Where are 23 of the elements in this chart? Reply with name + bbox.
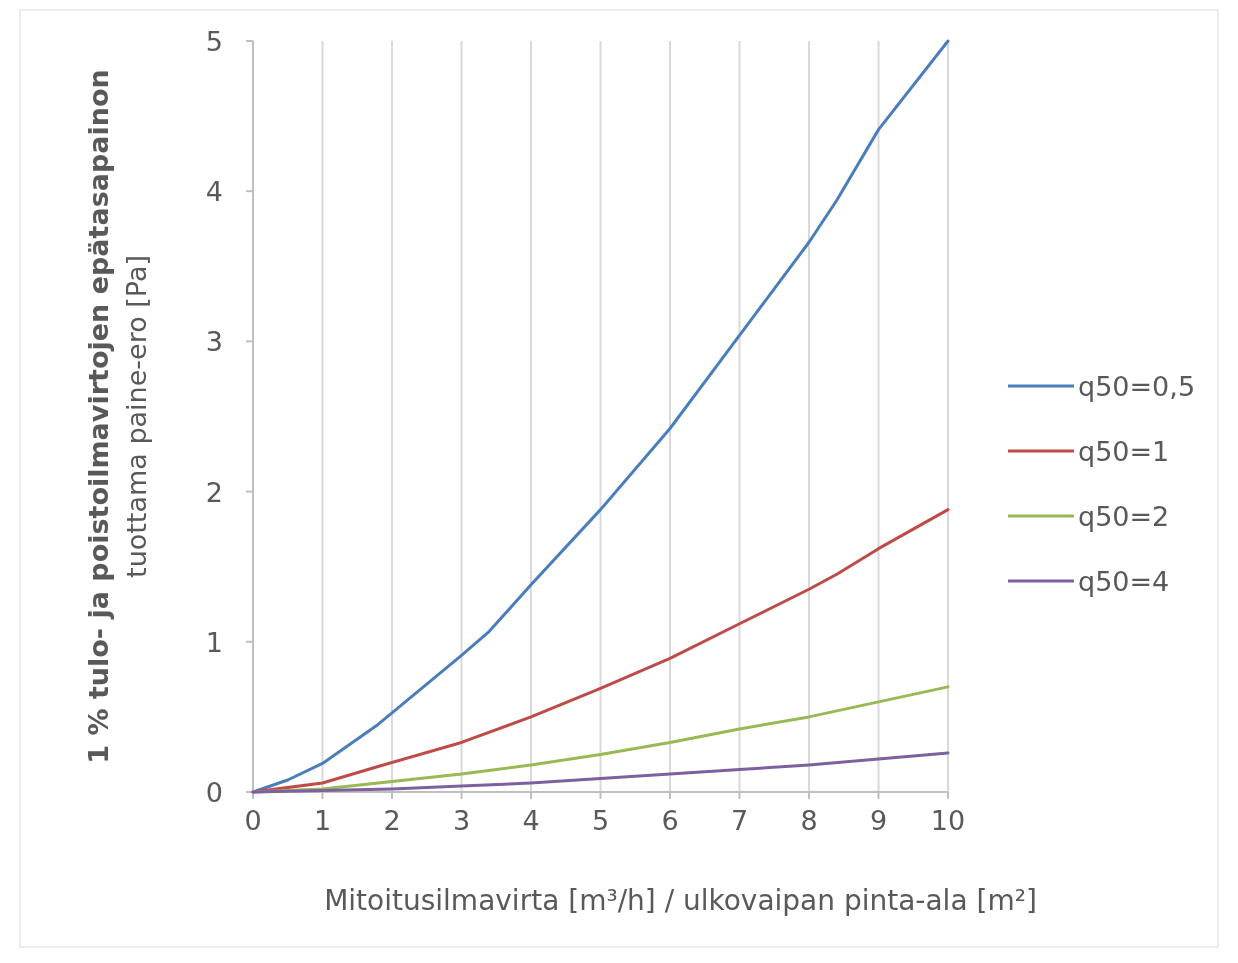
y-tick-label: 0 <box>205 777 223 808</box>
x-axis-title: Mitoitusilmavirta [m³/h] / ulkovaipan pinta-ala [m²] <box>324 884 1037 917</box>
legend-label: q50=2 <box>1078 501 1170 532</box>
x-tick-label: 2 <box>383 805 401 836</box>
y-tick-label: 1 <box>205 626 223 658</box>
x-tick-label: 6 <box>661 805 679 836</box>
x-tick-label: 4 <box>522 805 540 836</box>
legend-label: q50=4 <box>1078 566 1170 597</box>
x-tick-label: 0 <box>244 805 262 836</box>
x-tick-label: 5 <box>591 805 610 836</box>
x-tick-label: 3 <box>452 805 471 836</box>
y-tick-label: 5 <box>205 26 223 57</box>
x-tick-label: 9 <box>869 805 888 836</box>
legend-label: q50=1 <box>1078 436 1170 467</box>
x-tick-label: 1 <box>313 805 332 836</box>
x-tick-label: 7 <box>730 805 749 836</box>
legend-label: q50=0,5 <box>1078 371 1196 402</box>
y-axis-title: 1 % tulo- ja poistoilmavirtojen epätasapainon tuottama paine-ero [Pa] <box>83 69 152 764</box>
y-tick-label: 4 <box>205 176 223 208</box>
y-tick-label: 3 <box>205 326 223 358</box>
x-tick-label: 8 <box>800 805 818 836</box>
x-tick-label: 10 <box>930 805 966 836</box>
y-tick-label: 2 <box>205 476 223 508</box>
